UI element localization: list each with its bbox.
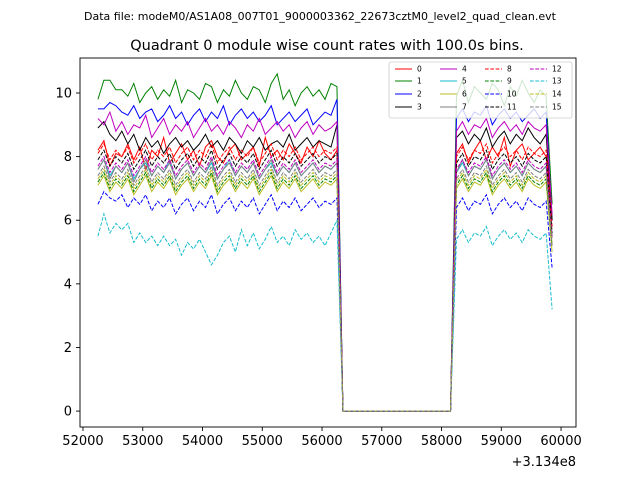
series-line-14 xyxy=(97,167,553,412)
legend-item-15: 15 xyxy=(530,103,562,112)
y-tick-label: 10 xyxy=(55,86,72,101)
legend-label: 2 xyxy=(417,90,422,99)
series-line-3 xyxy=(97,120,553,412)
x-tick-label: 56000 xyxy=(301,434,342,449)
series-line-9 xyxy=(97,171,553,412)
legend-label: 15 xyxy=(552,103,562,112)
legend-item-14: 14 xyxy=(530,90,562,99)
legend-item-9: 9 xyxy=(485,77,512,86)
axes xyxy=(79,57,577,428)
chart-title: Quadrant 0 module wise count rates with … xyxy=(130,38,524,54)
x-tick-label: 52000 xyxy=(62,434,103,449)
legend-label: 5 xyxy=(462,77,467,86)
legend-item-0: 0 xyxy=(395,65,422,74)
legend-label: 13 xyxy=(552,77,562,86)
legend-item-13: 13 xyxy=(530,77,562,86)
series-line-4 xyxy=(97,110,553,412)
y-tick-label: 4 xyxy=(64,277,72,292)
legend-label: 4 xyxy=(462,65,467,74)
x-axis-ticks: 52000 53000 54000 55000 56000 57000 58000 59000… xyxy=(62,427,582,449)
legend-label: 6 xyxy=(462,90,467,99)
y-tick-label: 8 xyxy=(64,150,72,165)
legend-item-6: 6 xyxy=(440,90,467,99)
data-file-label: Data file: modeM0/AS1A08_007T01_90000033… xyxy=(84,10,557,23)
legend-label: 1 xyxy=(417,77,422,86)
legend-item-11: 11 xyxy=(485,103,517,112)
series-line-11 xyxy=(97,148,553,412)
legend-label: 7 xyxy=(462,103,467,112)
x-tick-label: 55000 xyxy=(242,434,283,449)
plot-area xyxy=(97,72,553,412)
x-tick-label: 54000 xyxy=(182,434,223,449)
legend-item-4: 4 xyxy=(440,65,467,74)
y-tick-label: 0 xyxy=(64,405,72,420)
series-line-6 xyxy=(97,174,553,412)
x-tick-label: 60000 xyxy=(540,434,581,449)
series-line-7 xyxy=(97,158,553,412)
x-tick-label: 57000 xyxy=(361,434,402,449)
legend-label: 8 xyxy=(507,65,512,74)
series-line-8 xyxy=(97,142,553,412)
y-tick-label: 6 xyxy=(64,214,72,229)
legend-label: 12 xyxy=(552,65,562,74)
legend-label: 0 xyxy=(417,65,422,74)
x-tick-label: 53000 xyxy=(122,434,163,449)
x-tick-label: 58000 xyxy=(421,434,462,449)
legend-item-7: 7 xyxy=(440,103,467,112)
series-line-5 xyxy=(97,158,553,412)
legend-label: 14 xyxy=(552,90,562,99)
legend-label: 3 xyxy=(417,103,422,112)
legend-item-5: 5 xyxy=(440,77,467,86)
legend-item-3: 3 xyxy=(395,103,422,112)
series-line-10 xyxy=(97,190,553,412)
legend-frame xyxy=(388,61,573,119)
legend-item-12: 12 xyxy=(530,65,562,74)
y-tick-label: 2 xyxy=(64,341,72,356)
legend-label: 9 xyxy=(507,77,512,86)
legend-item-8: 8 xyxy=(485,65,512,74)
x-tick-label: 59000 xyxy=(481,434,522,449)
axes-frame xyxy=(79,57,577,428)
series-line-13 xyxy=(97,212,553,412)
series-line-15 xyxy=(97,164,553,412)
series-line-12 xyxy=(97,155,553,412)
y-axis-ticks: 0 2 4 6 8 10 xyxy=(55,86,80,420)
legend-label: 11 xyxy=(507,103,517,112)
legend-item-10: 10 xyxy=(485,90,517,99)
x-axis-offset-label: +3.134e8 xyxy=(512,455,576,470)
legend-item-1: 1 xyxy=(395,77,422,86)
series-line-0 xyxy=(97,135,553,412)
legend-label: 10 xyxy=(507,90,517,99)
legend-item-2: 2 xyxy=(395,90,422,99)
